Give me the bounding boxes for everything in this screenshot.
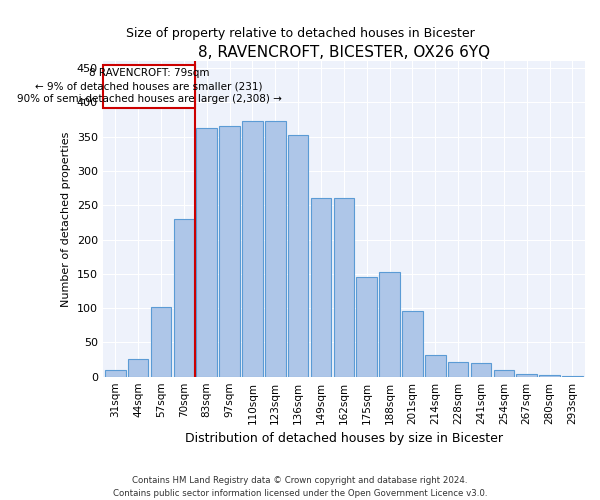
Bar [494,370,514,376]
Bar [173,219,194,376]
Title: 8, RAVENCROFT, BICESTER, OX26 6YQ: 8, RAVENCROFT, BICESTER, OX26 6YQ [198,45,490,60]
Bar [288,134,308,376]
Bar [402,311,423,376]
Bar [105,370,125,376]
Bar [471,363,491,376]
Text: ← 9% of detached houses are smaller (231): ← 9% of detached houses are smaller (231… [35,81,263,91]
FancyBboxPatch shape [103,64,195,108]
Bar [379,272,400,376]
Bar [425,356,446,376]
Bar [517,374,537,376]
Bar [356,277,377,376]
Bar [151,308,171,376]
Bar [311,198,331,376]
Bar [128,359,148,376]
Bar [196,128,217,376]
Text: Size of property relative to detached houses in Bicester: Size of property relative to detached ho… [125,28,475,40]
Bar [219,126,240,376]
Bar [265,121,286,376]
Text: Contains HM Land Registry data © Crown copyright and database right 2024.
Contai: Contains HM Land Registry data © Crown c… [113,476,487,498]
X-axis label: Distribution of detached houses by size in Bicester: Distribution of detached houses by size … [185,432,503,445]
Bar [448,362,469,376]
Bar [242,121,263,376]
Text: 8 RAVENCROFT: 79sqm: 8 RAVENCROFT: 79sqm [89,68,209,78]
Text: 90% of semi-detached houses are larger (2,308) →: 90% of semi-detached houses are larger (… [17,94,281,104]
Y-axis label: Number of detached properties: Number of detached properties [61,131,71,306]
Bar [334,198,354,376]
